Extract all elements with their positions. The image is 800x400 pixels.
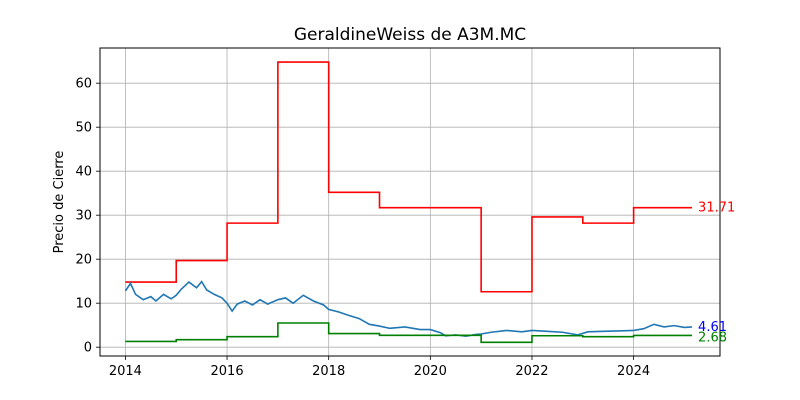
red-series-end-label: 31.71 (698, 201, 735, 216)
price-series-end-label: 4.61 (698, 320, 727, 335)
ticks: 2014 2016 2018 2020 2022 2024 0 10 20 30 40 50 60 (75, 77, 650, 379)
y-tick-label: 20 (75, 253, 92, 268)
price-series-line (124, 280, 693, 338)
end-labels: 31.71 4.612.68 (698, 201, 735, 346)
y-tick-label: 10 (75, 297, 92, 312)
series-layer (124, 61, 693, 344)
y-tick-label: 30 (75, 209, 92, 224)
x-tick-label: 2014 (109, 364, 142, 379)
green-step-series-line (125, 322, 693, 344)
x-tick-label: 2024 (617, 364, 650, 379)
y-tick-label: 60 (75, 77, 92, 92)
x-tick-label: 2022 (515, 364, 548, 379)
y-tick-label: 0 (84, 341, 92, 356)
x-tick-label: 2018 (312, 364, 345, 379)
green-series-end-label: 2.68 (698, 330, 727, 345)
grid (100, 48, 720, 356)
chart-title: GeraldineWeiss de A3M.MC (294, 25, 526, 45)
plot-area-frame (99, 47, 721, 357)
y-tick-label: 40 (75, 165, 92, 180)
x-tick-label: 2020 (414, 364, 447, 379)
y-tick-label: 50 (75, 121, 92, 136)
y-axis-label: Precio de Cierre (52, 151, 67, 254)
x-tick-label: 2016 (211, 364, 244, 379)
red-step-series-line (125, 61, 693, 293)
